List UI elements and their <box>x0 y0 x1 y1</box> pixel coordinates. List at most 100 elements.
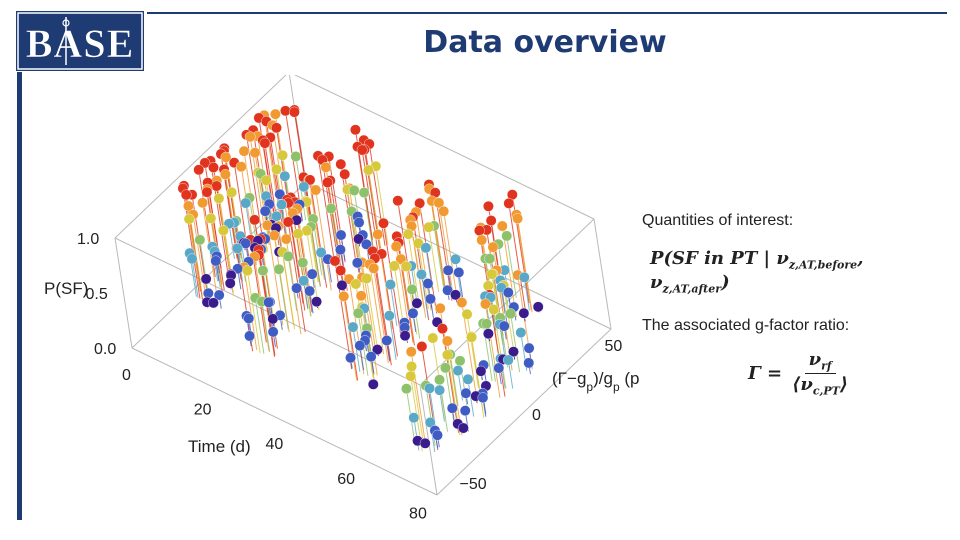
data-point <box>411 297 423 309</box>
data-stem <box>308 179 325 280</box>
gamma-numerator: νrf <box>804 349 836 374</box>
data-point <box>385 279 396 290</box>
data-point <box>193 164 205 176</box>
data-point <box>466 331 477 343</box>
data-point <box>395 253 407 265</box>
data-stem <box>431 200 447 296</box>
data-point <box>422 278 434 289</box>
data-point <box>279 170 291 182</box>
data-point <box>200 273 212 285</box>
data-point <box>244 131 256 143</box>
data-point <box>434 374 445 386</box>
data-point <box>446 402 458 414</box>
data-point <box>484 253 496 265</box>
data-point <box>425 293 436 305</box>
z-tick-label: 1.0 <box>77 231 99 248</box>
data-stem <box>455 259 463 300</box>
ratio-label: The associated g-factor ratio: <box>642 317 850 335</box>
data-point <box>523 357 535 369</box>
data-stem <box>315 189 332 291</box>
svg-text:BASE: BASE <box>26 21 135 66</box>
den-close: ⟩ <box>839 373 849 395</box>
data-point <box>335 244 346 256</box>
data-stem <box>228 223 235 259</box>
data-point <box>211 180 222 192</box>
data-point <box>423 221 435 233</box>
x-tick-label: 20 <box>194 402 212 419</box>
data-stem <box>515 214 532 311</box>
data-point <box>381 335 393 346</box>
data-point <box>335 265 347 276</box>
data-point <box>353 217 365 228</box>
y-axis-label: (Γ−gp)/gp (ppb) <box>552 369 640 394</box>
data-point <box>462 373 474 385</box>
data-point <box>306 268 318 280</box>
data-point <box>292 228 304 240</box>
data-point <box>474 225 485 237</box>
data-point <box>406 361 417 372</box>
data-stem <box>500 287 508 326</box>
data-stem <box>263 115 281 216</box>
data-stem <box>420 274 429 318</box>
data-point <box>350 278 362 290</box>
data-point <box>450 289 461 301</box>
data-point <box>304 174 316 186</box>
data-point <box>354 340 366 352</box>
data-point <box>356 144 368 156</box>
formula1-sub2: z,AT,after <box>662 282 722 296</box>
data-point <box>276 199 287 211</box>
data-point <box>329 255 341 267</box>
data-point <box>345 352 356 364</box>
data-point <box>268 230 280 241</box>
data-point <box>405 346 417 358</box>
data-point <box>290 151 302 162</box>
data-point <box>405 370 417 382</box>
data-point <box>226 186 238 198</box>
data-point <box>213 192 225 204</box>
quantities-label: Quantities of interest: <box>642 212 794 229</box>
data-stem <box>508 203 527 314</box>
data-point <box>518 307 530 319</box>
data-stem <box>363 192 373 247</box>
data-point <box>460 387 472 399</box>
data-point <box>406 284 418 295</box>
axis-ticks: 0.0 0.5 1.0 0 20 40 60 80 −50 0 50 <box>77 231 622 522</box>
data-point <box>352 307 364 319</box>
data-point <box>280 105 291 117</box>
data-stem <box>389 284 398 327</box>
data-point <box>454 355 466 367</box>
data-stem <box>282 251 296 330</box>
side-panel: Quantities of interest: P(SF in PT | νz,… <box>642 212 942 397</box>
data-point <box>257 265 269 276</box>
data-point <box>235 161 247 173</box>
z-tick-label: 0.5 <box>86 286 108 303</box>
data-point <box>372 228 384 240</box>
data-point <box>249 147 261 159</box>
data-point <box>437 323 448 335</box>
slide-title: Data overview <box>423 25 667 60</box>
data-stem <box>368 143 386 246</box>
data-point <box>378 217 389 229</box>
box-edge <box>114 237 133 349</box>
data-point <box>401 383 412 395</box>
data-point <box>532 301 544 313</box>
data-point <box>232 243 243 254</box>
z-axis-label: P(SF) <box>44 279 88 298</box>
data-point <box>267 326 279 338</box>
data-point <box>424 382 435 394</box>
data-point <box>518 271 530 283</box>
base-logo: BASE <box>16 11 144 71</box>
data-point <box>452 365 464 377</box>
data-point <box>180 189 192 201</box>
data-point <box>348 185 360 196</box>
data-point <box>420 242 432 254</box>
data-point <box>280 233 292 245</box>
data-point <box>441 335 453 347</box>
data-point <box>310 184 322 196</box>
data-point <box>291 282 302 294</box>
data-point <box>496 220 508 232</box>
data-stem <box>334 260 353 370</box>
data-stem <box>400 259 415 344</box>
data-stem <box>206 189 223 285</box>
